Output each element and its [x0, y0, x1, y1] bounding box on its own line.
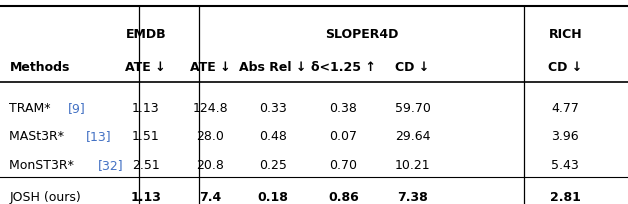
Text: Abs Rel ↓: Abs Rel ↓ [239, 61, 307, 74]
Text: 20.8: 20.8 [197, 159, 224, 172]
Text: 7.38: 7.38 [398, 191, 428, 204]
Text: 0.25: 0.25 [259, 159, 287, 172]
Text: 7.4: 7.4 [199, 191, 222, 204]
Text: 2.51: 2.51 [132, 159, 160, 172]
Text: MASt3R*: MASt3R* [9, 130, 68, 143]
Text: SLOPER4D: SLOPER4D [325, 28, 398, 41]
Text: ATE ↓: ATE ↓ [190, 61, 230, 74]
Text: 2.81: 2.81 [550, 191, 581, 204]
Text: 124.8: 124.8 [193, 102, 228, 115]
Text: 5.43: 5.43 [551, 159, 579, 172]
Text: 1.51: 1.51 [132, 130, 160, 143]
Text: RICH: RICH [548, 28, 582, 41]
Text: 0.33: 0.33 [259, 102, 287, 115]
Text: 10.21: 10.21 [395, 159, 430, 172]
Text: [13]: [13] [85, 130, 111, 143]
Text: δ<1.25 ↑: δ<1.25 ↑ [311, 61, 376, 74]
Text: ATE ↓: ATE ↓ [126, 61, 166, 74]
Text: CD ↓: CD ↓ [396, 61, 430, 74]
Text: 0.38: 0.38 [330, 102, 357, 115]
Text: 28.0: 28.0 [197, 130, 224, 143]
Text: Methods: Methods [9, 61, 70, 74]
Text: [32]: [32] [99, 159, 124, 172]
Text: EMDB: EMDB [126, 28, 166, 41]
Text: 1.13: 1.13 [130, 191, 161, 204]
Text: CD ↓: CD ↓ [548, 61, 582, 74]
Text: 0.07: 0.07 [330, 130, 357, 143]
Text: MonST3R*: MonST3R* [9, 159, 78, 172]
Text: 3.96: 3.96 [551, 130, 579, 143]
Text: 0.18: 0.18 [257, 191, 289, 204]
Text: JOSH (ours): JOSH (ours) [9, 191, 81, 204]
Text: 59.70: 59.70 [394, 102, 431, 115]
Text: 0.70: 0.70 [330, 159, 357, 172]
Text: 0.86: 0.86 [328, 191, 359, 204]
Text: 1.13: 1.13 [132, 102, 160, 115]
Text: 0.48: 0.48 [259, 130, 287, 143]
Text: 29.64: 29.64 [395, 130, 430, 143]
Text: [9]: [9] [68, 102, 86, 115]
Text: 4.77: 4.77 [551, 102, 579, 115]
Text: TRAM*: TRAM* [9, 102, 55, 115]
